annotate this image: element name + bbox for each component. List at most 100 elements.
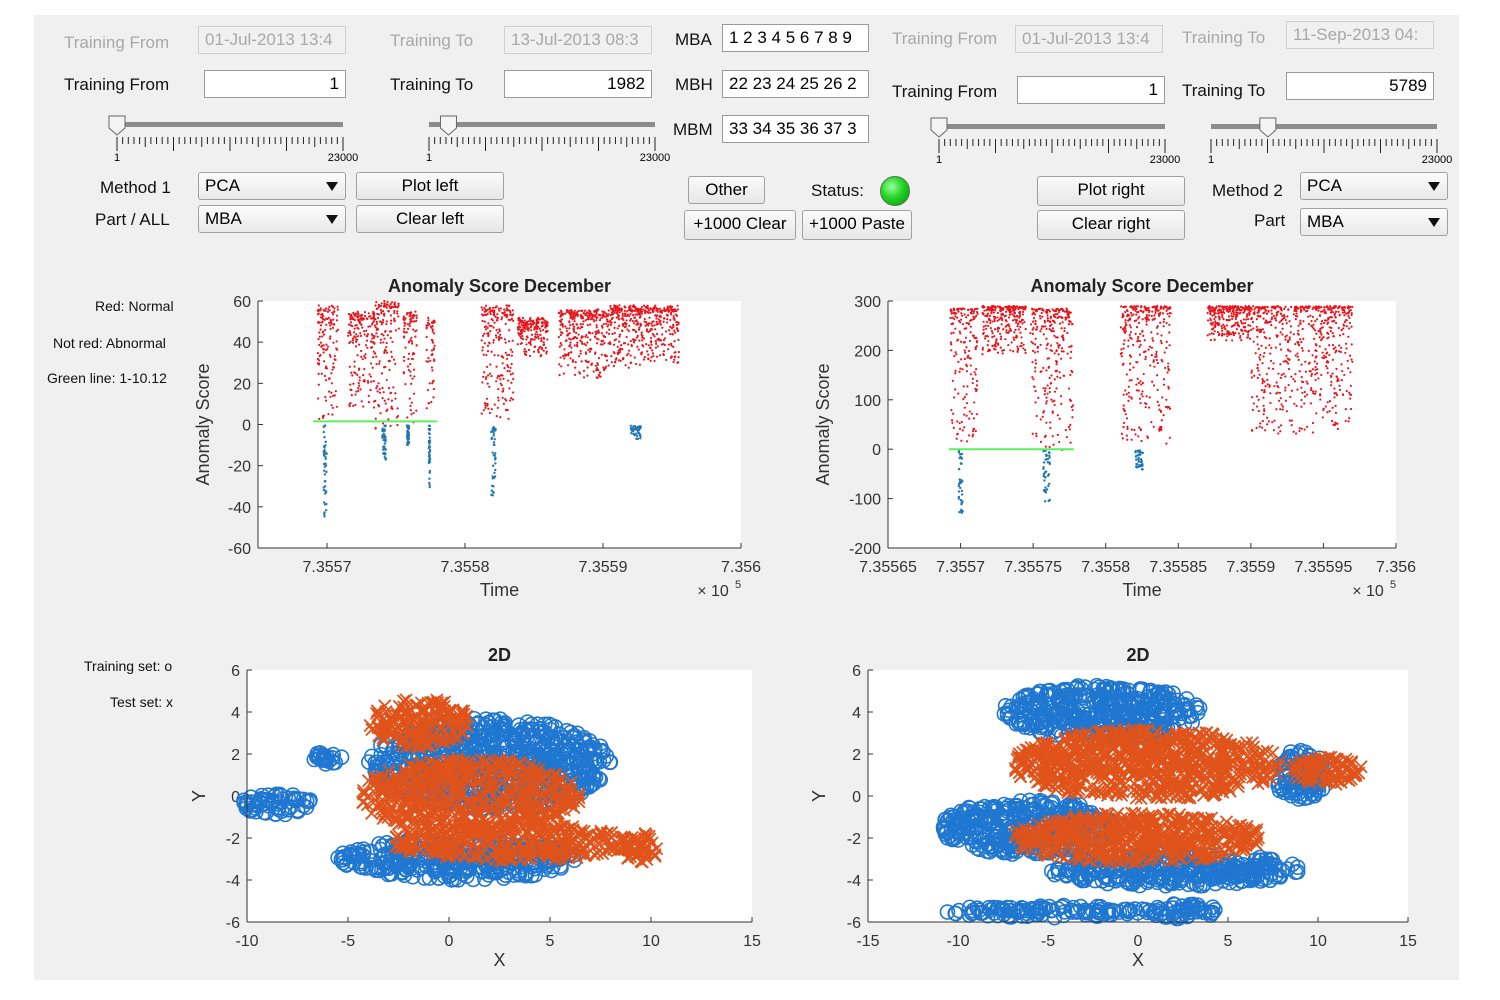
- normal-point: [385, 409, 388, 413]
- normal-point: [1158, 428, 1161, 431]
- clear-left-button[interactable]: Clear left: [356, 205, 504, 233]
- method1-dropdown[interactable]: PCA: [198, 172, 346, 200]
- normal-point: [1237, 332, 1241, 335]
- normal-point: [956, 420, 959, 423]
- normal-point: [595, 342, 599, 345]
- normal-point: [1057, 315, 1061, 318]
- normal-point: [654, 346, 658, 349]
- part-all-dropdown[interactable]: MBA: [198, 205, 346, 233]
- abnormal-point: [324, 492, 327, 495]
- normal-point: [1069, 441, 1072, 444]
- left-training-from-input[interactable]: 1: [204, 70, 346, 98]
- normal-point: [1279, 430, 1282, 433]
- abnormal-point: [428, 457, 432, 461]
- normal-point: [1139, 428, 1143, 432]
- normal-point: [1277, 426, 1280, 429]
- normal-point: [952, 331, 955, 334]
- normal-point: [1044, 325, 1047, 328]
- mba-input[interactable]: 1 2 3 4 5 6 7 8 9: [722, 24, 869, 52]
- mbm-input[interactable]: 33 34 35 36 37 3: [722, 115, 869, 143]
- normal-point: [1338, 350, 1341, 353]
- paste-1000-button[interactable]: +1000 Paste: [802, 210, 912, 240]
- abnormal-point: [381, 427, 384, 430]
- normal-point: [672, 325, 675, 329]
- right-training-to-input[interactable]: 5789: [1286, 72, 1434, 100]
- normal-point: [1308, 369, 1311, 373]
- normal-point: [385, 341, 388, 345]
- normal-point: [603, 341, 606, 345]
- abnormal-point: [957, 451, 961, 454]
- abnormal-point: [493, 458, 497, 461]
- normal-point: [1271, 421, 1274, 424]
- normal-point: [634, 362, 638, 366]
- normal-point: [635, 323, 638, 326]
- normal-point: [520, 319, 524, 322]
- normal-point: [1151, 380, 1154, 383]
- normal-point: [673, 358, 676, 361]
- y-tick-label: 4: [231, 705, 240, 722]
- normal-point: [585, 312, 588, 315]
- normal-point: [619, 349, 622, 352]
- normal-point: [624, 323, 627, 326]
- normal-point: [1142, 372, 1145, 376]
- normal-point: [1261, 306, 1265, 309]
- method1-value: PCA: [205, 176, 240, 195]
- normal-point: [1148, 396, 1151, 399]
- normal-point: [1223, 325, 1226, 328]
- training-marker: [236, 792, 252, 809]
- normal-point: [1046, 384, 1049, 387]
- normal-point: [623, 309, 627, 313]
- part-dropdown[interactable]: MBA: [1300, 208, 1448, 236]
- clear-right-button[interactable]: Clear right: [1037, 210, 1185, 240]
- normal-point: [954, 315, 957, 318]
- left-to-slider[interactable]: 1 23000: [417, 110, 677, 170]
- plot-left-button[interactable]: Plot left: [356, 172, 504, 200]
- normal-point: [1293, 402, 1296, 405]
- other-button[interactable]: Other: [688, 176, 765, 204]
- right-to-slider[interactable]: 1 23000: [1199, 112, 1459, 172]
- abnormal-point: [959, 481, 962, 485]
- normal-point: [1130, 314, 1133, 317]
- normal-point: [668, 329, 671, 332]
- clear-1000-button[interactable]: +1000 Clear: [684, 210, 796, 240]
- normal-point: [1216, 312, 1220, 315]
- normal-point: [1314, 390, 1317, 393]
- normal-point: [965, 322, 968, 325]
- normal-point: [1287, 358, 1290, 361]
- abnormal-point: [1047, 484, 1050, 488]
- left-training-to-input[interactable]: 1982: [504, 70, 652, 98]
- normal-point: [607, 323, 610, 326]
- normal-point: [496, 376, 499, 379]
- normal-point: [390, 305, 394, 308]
- right-from-slider[interactable]: 1 23000: [927, 112, 1187, 172]
- right-training-from-input[interactable]: 1: [1017, 76, 1165, 104]
- method2-dropdown[interactable]: PCA: [1300, 172, 1448, 200]
- abnormal-point: [1134, 451, 1137, 454]
- abnormal-point: [1044, 458, 1047, 461]
- normal-point: [1035, 308, 1038, 312]
- normal-point: [623, 306, 626, 309]
- normal-point: [655, 323, 658, 326]
- normal-point: [403, 336, 406, 339]
- normal-point: [1330, 307, 1333, 310]
- normal-point: [1257, 398, 1260, 401]
- normal-point: [1126, 309, 1129, 313]
- normal-point: [519, 320, 522, 324]
- normal-point: [1252, 402, 1255, 405]
- abnormal-point: [1140, 468, 1144, 471]
- normal-point: [628, 349, 631, 352]
- abnormal-point: [958, 478, 961, 481]
- normal-point: [645, 342, 648, 346]
- normal-point: [1256, 335, 1259, 338]
- normal-point: [960, 312, 963, 315]
- mbh-input[interactable]: 22 23 24 25 26 2: [722, 70, 869, 98]
- normal-point: [394, 392, 397, 395]
- normal-point: [1345, 325, 1348, 328]
- plot-right-button[interactable]: Plot right: [1037, 176, 1185, 206]
- normal-point: [1056, 313, 1059, 316]
- left-from-slider[interactable]: 1 23000: [105, 110, 365, 170]
- normal-point: [677, 356, 680, 359]
- normal-point: [351, 316, 354, 319]
- normal-point: [1231, 317, 1234, 320]
- normal-point: [381, 309, 385, 313]
